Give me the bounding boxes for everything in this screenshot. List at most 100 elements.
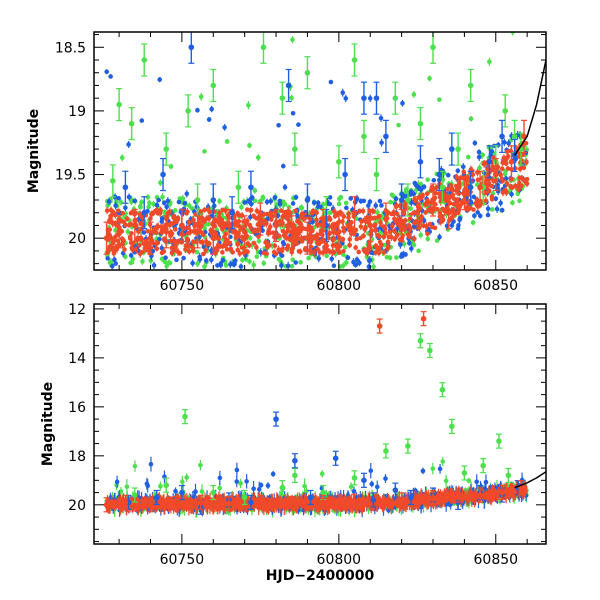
data-point [502,108,508,114]
data-point [160,194,165,200]
data-point [412,197,417,202]
data-point [121,220,127,225]
data-point [111,238,117,243]
data-point [123,205,128,210]
data-point [110,178,116,184]
data-point [254,245,259,250]
data-point [394,203,399,209]
data-point [317,250,323,255]
data-point [185,225,191,230]
data-point [158,180,163,186]
data-point [327,230,333,236]
data-point [230,249,235,255]
data-point [162,259,168,265]
data-point [316,241,322,247]
data-point [450,209,456,215]
data-point [489,183,495,189]
data-point [366,258,372,263]
data-point [338,195,344,200]
data-point [412,180,418,186]
data-point [264,199,270,205]
data-point [408,206,414,211]
data-point [184,475,189,480]
data-point [445,209,452,216]
data-point [369,236,375,242]
data-point [423,210,428,215]
data-point [160,171,166,178]
data-point [316,256,322,261]
data-point [516,187,521,192]
data-point [168,164,174,169]
data-point [314,210,319,215]
data-point [220,244,226,249]
data-point [402,203,408,208]
data-point [298,222,304,227]
data-point [273,222,279,229]
data-point [220,207,225,213]
data-point [200,232,206,238]
data-point [282,184,288,190]
data-point [124,484,130,489]
data-point [318,228,324,233]
data-point [425,198,430,203]
data-point [216,244,222,249]
data-point [215,263,220,268]
data-point [260,194,266,200]
data-point [495,185,501,191]
data-point [139,118,145,123]
data-point [299,215,305,220]
data-point [309,249,314,254]
data-point [171,220,176,226]
data-point [116,208,121,213]
axes-frame [93,31,547,271]
data-point [138,213,144,218]
data-point [104,208,110,213]
data-point [203,258,209,263]
data-point [330,226,336,231]
data-point [190,260,195,266]
data-point [154,224,160,229]
data-point [394,211,400,217]
data-point [522,178,528,184]
data-point [247,235,253,241]
data-point [515,191,521,197]
data-point [199,223,204,228]
data-point [149,212,155,217]
data-point [169,231,175,236]
green-series [109,32,524,230]
data-point [382,226,388,232]
data-point [315,200,321,206]
data-point [118,199,124,205]
data-point [418,218,424,224]
data-point [148,216,153,221]
data-point [113,220,118,226]
data-point [405,197,411,203]
data-point [310,208,316,214]
data-point [274,201,279,207]
data-point [180,479,185,485]
data-point [358,198,364,204]
data-point [345,255,351,260]
data-point [331,209,337,214]
data-point [455,226,461,231]
data-point [261,212,267,217]
plot-area [103,311,546,518]
data-point [351,57,358,63]
data-point [199,489,205,494]
data-point [154,202,160,208]
data-point [116,195,121,201]
data-point [203,247,208,253]
data-point [349,231,354,237]
data-point [406,240,412,246]
data-point [279,253,285,258]
data-point [276,122,281,128]
data-point [351,209,358,216]
data-point [504,149,510,154]
data-point [409,246,414,251]
data-point [257,216,264,222]
data-point [314,217,319,223]
data-point [186,220,192,225]
data-point [485,212,491,218]
